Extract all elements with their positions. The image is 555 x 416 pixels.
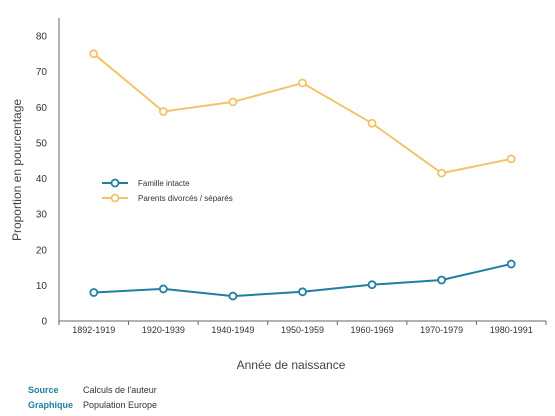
legend-swatch-marker [110,193,120,203]
y-axis-ticks: 0 10 20 30 40 50 60 70 80 [36,32,48,328]
x-tick-label: 1950-1959 [281,325,324,335]
footer-graphic: Graphique Population Europe [28,398,157,412]
data-point [228,291,238,301]
y-tick-label: 80 [36,32,48,43]
legend: Famille intacte Parents divorcés / séparé… [102,178,233,203]
source-label: Source [28,385,59,395]
data-point [158,107,168,116]
series-line-2 [93,53,512,175]
y-tick-label: 10 [36,281,48,292]
data-point [367,118,377,128]
x-tick-label: 1960-1969 [351,325,394,335]
x-tick-label: 1980-1991 [490,325,533,335]
data-point [89,288,99,297]
x-axis-ticks: 1892-1919 1920-1939 1940-1949 1950-1959 1960… [58,321,547,335]
data-point [437,275,447,285]
source-value: Calculs de l'auteur [83,385,157,395]
x-axis-title: Année de naissance [237,358,346,372]
x-tick-label: 1970-1979 [420,325,463,335]
data-point [506,154,516,164]
footer-source: Source Calculs de l'auteur [28,383,157,397]
y-axis-title: Proportion en pourcentage [10,99,24,241]
data-point [228,97,238,107]
data-point [367,280,377,290]
legend-swatch-marker [110,178,120,188]
legend-entry-label: Famille intacte [138,179,190,188]
y-tick-label: 70 [36,67,48,78]
y-tick-label: 0 [41,317,47,328]
data-point [506,259,516,269]
series-group [89,49,516,301]
graphic-label: Graphique [28,400,74,410]
y-tick-label: 30 [36,210,48,221]
x-tick-label: 1892-1919 [72,325,115,335]
y-tick-label: 50 [36,138,48,149]
y-tick-label: 20 [36,245,48,256]
data-point [89,49,99,59]
graphic-value: Population Europe [83,400,158,410]
data-point [437,168,447,178]
axes [58,18,546,322]
data-point [298,78,307,88]
y-tick-label: 40 [36,174,48,185]
data-point [298,287,307,297]
y-tick-label: 60 [36,103,48,114]
data-point [158,284,168,294]
x-tick-label: 1940-1949 [211,325,254,335]
x-tick-label: 1920-1939 [142,325,185,335]
legend-entry-label: Parents divorcés / séparés [138,194,233,203]
